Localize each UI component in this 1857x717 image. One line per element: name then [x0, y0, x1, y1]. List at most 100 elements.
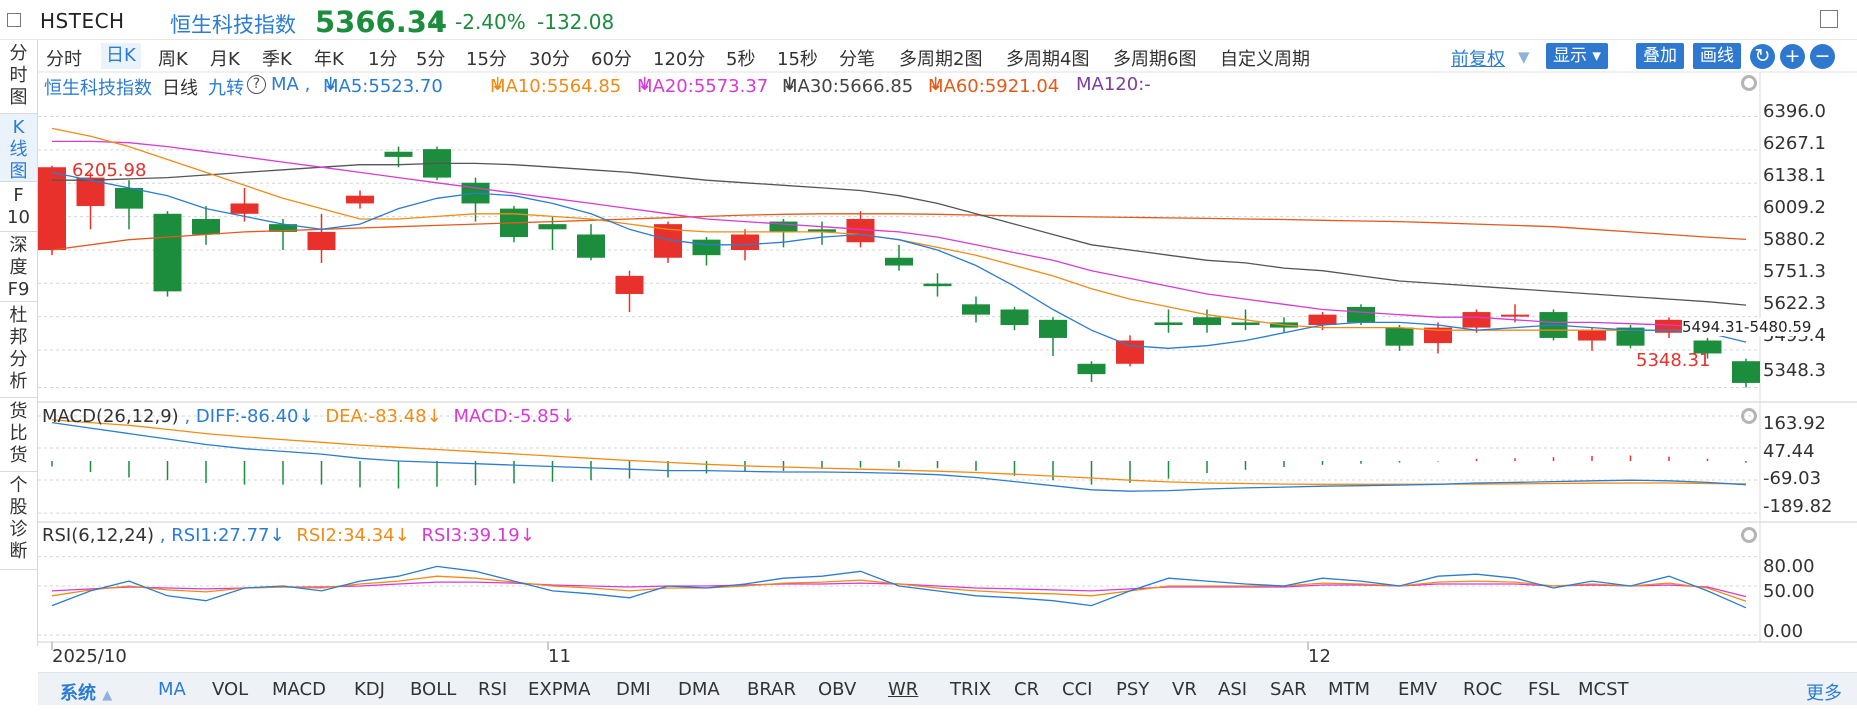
tab-multi-2[interactable]: 多周期2图 [899, 49, 983, 70]
candle-body [1501, 314, 1529, 317]
candle-body [1693, 340, 1722, 354]
tab-15sec[interactable]: 15秒 [777, 49, 818, 70]
candle [615, 270, 644, 313]
sidebar-item-compare[interactable]: 货 比 货 [0, 398, 37, 472]
ma10-text: MA10:5564.85 [490, 76, 622, 97]
ma-legend: 恒生科技指数 日线 九转 ? MA , MA5:5523.70 ↓ MA10:55… [38, 72, 1768, 99]
tab-system[interactable]: 系统 ▲ [60, 679, 112, 705]
maximize-icon[interactable] [1820, 10, 1838, 28]
ma5-value: MA5:5523.70 ↓ [323, 74, 443, 97]
chart-index-name: 恒生科技指数 [44, 78, 152, 99]
tab-psy[interactable]: PSY [1116, 679, 1150, 700]
candle [885, 244, 913, 271]
zoom-out-icon[interactable]: − [1810, 44, 1835, 69]
tab-kdj[interactable]: KDJ [354, 679, 385, 700]
tab-60min[interactable]: 60分 [591, 49, 632, 70]
tab-boll[interactable]: BOLL [410, 679, 457, 700]
candle-body [153, 213, 182, 292]
tab-emv[interactable]: EMV [1398, 679, 1438, 700]
adjust-select[interactable]: 前复权 [1451, 49, 1505, 70]
tab-wr[interactable]: WR [888, 679, 919, 700]
tab-dmi[interactable]: DMI [616, 679, 651, 700]
tab-mtm[interactable]: MTM [1328, 679, 1371, 700]
ma30-value: MA30:5666.85 ↓ [782, 74, 914, 97]
index-name[interactable]: 恒生科技指数 [170, 13, 296, 37]
rsi-marks [51, 565, 1747, 609]
diff-line [51, 421, 1747, 492]
tab-5sec[interactable]: 5秒 [726, 49, 756, 70]
tab-fsl[interactable]: FSL [1528, 679, 1560, 700]
tab-5min[interactable]: 5分 [416, 49, 446, 70]
chevron-down-icon[interactable]: ▼ [1518, 48, 1530, 66]
tab-trix[interactable]: TRIX [950, 679, 992, 700]
tab-rsi[interactable]: RSI [478, 679, 508, 700]
macd-dea-text: DEA:-83.48 [325, 406, 427, 427]
tab-roc[interactable]: ROC [1463, 679, 1503, 700]
zoom-in-icon[interactable]: + [1780, 44, 1805, 69]
macd-tick: 47.44 [1763, 441, 1815, 462]
jiuzhuan-label[interactable]: 九转 [208, 78, 244, 99]
help-icon[interactable]: ? [247, 75, 266, 94]
tab-multi-4[interactable]: 多周期4图 [1006, 49, 1090, 70]
ma20-value: MA20:5573.37 ↓ [637, 74, 769, 97]
tab-ma[interactable]: MA [158, 679, 186, 700]
gear-icon[interactable] [1741, 527, 1757, 543]
tab-obv[interactable]: OBV [818, 679, 857, 700]
tab-120min[interactable]: 120分 [653, 49, 706, 70]
sidebar-item-f9[interactable]: 深 度 F9 [0, 232, 37, 302]
checkbox[interactable] [7, 13, 21, 27]
tab-tick[interactable]: 分笔 [839, 49, 875, 70]
candle-body [808, 229, 836, 232]
tab-multi-6[interactable]: 多周期6图 [1113, 49, 1197, 70]
tab-custom-period[interactable]: 自定义周期 [1220, 49, 1310, 70]
tab-daily-k[interactable]: 日K [101, 43, 141, 69]
candle-body [1116, 340, 1144, 364]
tab-weekly-k[interactable]: 周K [158, 49, 188, 70]
sidebar-item-kline[interactable]: K 线 图 [0, 114, 37, 182]
candle [1616, 325, 1645, 349]
tab-15min[interactable]: 15分 [466, 49, 507, 70]
tab-dma[interactable]: DMA [678, 679, 720, 700]
gear-icon[interactable] [1741, 408, 1757, 424]
tab-cr[interactable]: CR [1014, 679, 1040, 700]
candle-body [731, 234, 759, 250]
candle-body [1077, 363, 1106, 375]
tab-mcst[interactable]: MCST [1578, 679, 1629, 700]
sidebar-item-f10[interactable]: F 10 [0, 182, 37, 232]
tab-brar[interactable]: BRAR [747, 679, 796, 700]
tab-quarterly-k[interactable]: 季K [262, 49, 292, 70]
tab-monthly-k[interactable]: 月K [210, 49, 240, 70]
tab-yearly-k[interactable]: 年K [314, 49, 344, 70]
candle-body [115, 187, 143, 209]
display-button[interactable]: 显示 ▾ [1546, 43, 1608, 69]
tab-vol[interactable]: VOL [212, 679, 249, 700]
sidebar-item-timeshare[interactable]: 分 时 图 [0, 40, 37, 114]
overlay-button[interactable]: 叠加 [1636, 43, 1684, 69]
tab-vr[interactable]: VR [1172, 679, 1197, 700]
sidebar-item-diagnosis[interactable]: 个 股 诊 断 [0, 472, 37, 570]
tab-sar[interactable]: SAR [1270, 679, 1307, 700]
candle [808, 221, 836, 245]
tab-cci[interactable]: CCI [1062, 679, 1093, 700]
more-link[interactable]: 更多 [1806, 683, 1842, 704]
tab-asi[interactable]: ASI [1218, 679, 1248, 700]
ma10-value: MA10:5564.85 ↓ [490, 74, 622, 97]
candle [1193, 309, 1221, 333]
change-percent: -2.40% [455, 10, 526, 34]
price-tick: 5622.3 [1763, 293, 1826, 314]
tab-timeshare[interactable]: 分时 [46, 49, 82, 70]
tab-1min[interactable]: 1分 [368, 49, 398, 70]
sidebar-item-dupont[interactable]: 杜 邦 分 析 [0, 302, 37, 398]
rsi-tick: 50.00 [1763, 581, 1815, 602]
gear-icon[interactable] [1741, 75, 1757, 91]
tab-30min[interactable]: 30分 [529, 49, 570, 70]
draw-line-button[interactable]: 画线 [1693, 43, 1741, 69]
candle-body [384, 151, 413, 157]
refresh-icon[interactable]: ↻ [1750, 44, 1775, 69]
candle-body [769, 221, 798, 232]
tab-macd[interactable]: MACD [272, 679, 326, 700]
tab-system-label: 系统 [60, 683, 96, 704]
tab-expma[interactable]: EXPMA [528, 679, 591, 700]
ma5-text: MA5:5523.70 [323, 76, 443, 97]
